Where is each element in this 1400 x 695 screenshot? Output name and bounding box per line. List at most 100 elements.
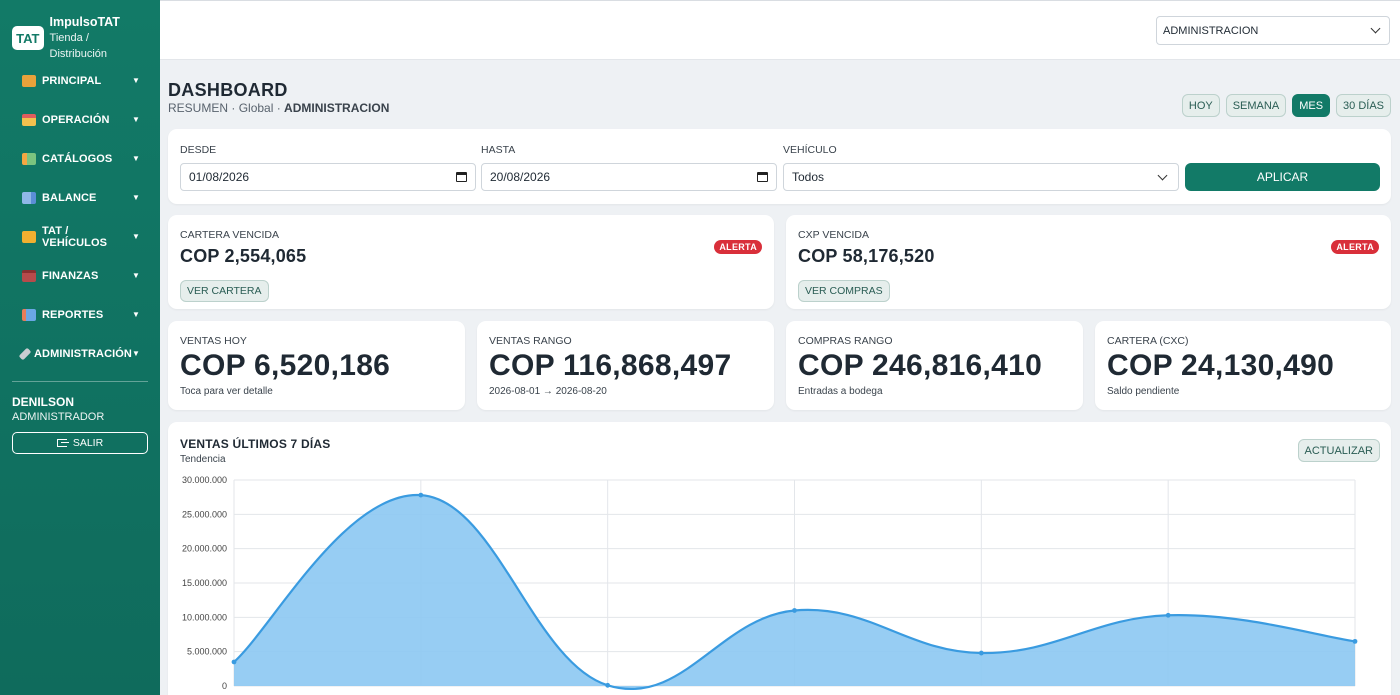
alert-value: COP 58,176,520 (798, 246, 935, 266)
sidebar-item-operacion[interactable]: OPERACIÓN ▼ (0, 100, 160, 139)
store-select-value: ADMINISTRACION (1163, 24, 1259, 37)
sales-point (1352, 638, 1358, 644)
truck-icon (22, 230, 36, 243)
calendar-icon[interactable] (757, 172, 768, 182)
caret-down-icon: ▼ (131, 310, 140, 319)
alert-badge: ALERTA (1331, 240, 1379, 254)
ver-compras-button[interactable]: VER COMPRAS (798, 280, 890, 302)
alert-title: CXP VENCIDA (798, 229, 869, 241)
sidebar-item-reportes[interactable]: REPORTES ▼ (0, 295, 160, 334)
logout-button[interactable]: SALIR (12, 432, 148, 454)
brand-name: ImpulsoTAT (49, 14, 120, 29)
apply-button[interactable]: APLICAR (1185, 163, 1380, 191)
y-tick-label: 10.000.000 (182, 612, 227, 622)
report-icon (22, 308, 36, 321)
vehiculo-select-value: Todos (792, 170, 825, 184)
vehiculo-select[interactable]: Todos (783, 163, 1179, 191)
kpi-title: VENTAS RANGO (489, 335, 572, 347)
logout-label: SALIR (72, 437, 104, 449)
sales-chart: 30.000.000 25.000.000 20.000.000 15.000.000… (182, 475, 1358, 691)
y-tick-label: 30.000.000 (182, 475, 227, 485)
kpi-subtitle: 2026-08-01 → 2026-08-20 (489, 386, 607, 397)
sidebar-item-label: FINANZAS (42, 269, 99, 282)
sidebar-item-label: ADMINISTRACIÓN (34, 347, 132, 360)
store-select[interactable]: ADMINISTRACION (1156, 16, 1390, 45)
kpi-subtitle: Entradas a bodega (798, 386, 883, 397)
sidebar-item-balance[interactable]: BALANCE ▼ (0, 178, 160, 217)
filters-card: DESDE 01/08/2026 HASTA 20/08/2026 VEHÍCU… (168, 129, 1391, 204)
y-tick-label: 25.000.000 (182, 509, 227, 519)
caret-down-icon: ▼ (131, 115, 140, 124)
breadcrumb-item: Global (238, 101, 274, 115)
breadcrumb: RESUMEN · Global · ADMINISTRACION (168, 101, 390, 115)
ventas-hoy-card[interactable]: VENTAS HOY COP 6,520,186 Toca para ver d… (168, 321, 465, 410)
sales-point (978, 650, 984, 656)
sales-area (234, 494, 1355, 690)
hasta-label: HASTA (481, 144, 516, 156)
page-title: DASHBOARD (168, 80, 288, 100)
brand: TAT ImpulsoTAT Tienda / Distribución (0, 0, 160, 60)
user-panel: DENILSON ADMINISTRADOR SALIR (0, 382, 160, 454)
sidebar-item-label: REPORTES (42, 308, 104, 321)
cxp-vencida-card: CXP VENCIDA COP 58,176,520 ALERTA VER CO… (786, 215, 1391, 309)
sidebar-item-finanzas[interactable]: FINANZAS ▼ (0, 256, 160, 295)
kpi-value: COP 246,816,410 (798, 349, 1043, 382)
chevron-down-icon (1370, 23, 1381, 34)
hasta-date-input[interactable]: 20/08/2026 (481, 163, 777, 191)
brand-subtitle: Tienda / Distribución (49, 31, 108, 60)
sales-chart-card: 30.000.000 25.000.000 20.000.000 15.000.000… (168, 422, 1391, 695)
sidebar-item-label: CATÁLOGOS (42, 152, 113, 165)
range-mes-button[interactable]: MES (1292, 94, 1331, 117)
kpi-value: COP 6,520,186 (180, 349, 391, 382)
range-selector: HOY SEMANA MES 30 DÍAS (1181, 94, 1391, 117)
chevron-down-icon (1157, 170, 1168, 180)
alert-title: CARTERA VENCIDA (180, 229, 279, 241)
kpi-title: COMPRAS RANGO (798, 335, 893, 347)
cartera-cxc-card: CARTERA (CXC) COP 24,130,490 Saldo pendi… (1095, 321, 1391, 410)
range-hoy-button[interactable]: HOY (1181, 94, 1220, 117)
desde-date-input[interactable]: 01/08/2026 (180, 163, 476, 191)
logout-icon (56, 439, 69, 447)
sidebar-item-principal[interactable]: PRINCIPAL ▼ (0, 61, 160, 100)
y-tick-label: 15.000.000 (182, 578, 227, 588)
sidebar-item-catalogos[interactable]: CATÁLOGOS ▼ (0, 139, 160, 178)
sidebar-item-tat-vehiculos[interactable]: TAT / VEHÍCULOS ▼ (0, 217, 160, 256)
range-30-dias-button[interactable]: 30 DÍAS (1336, 94, 1391, 117)
alert-badge: ALERTA (714, 240, 762, 254)
user-role: ADMINISTRADOR (12, 411, 105, 423)
kpi-value: COP 116,868,497 (489, 349, 732, 382)
sidebar-item-label: TAT / VEHÍCULOS (42, 224, 108, 249)
kpi-subtitle: Saldo pendiente (1107, 386, 1180, 397)
cash-register-icon (22, 113, 36, 126)
sidebar-item-label: OPERACIÓN (42, 113, 110, 126)
desde-label: DESDE (180, 144, 217, 156)
sales-point (605, 682, 611, 688)
sales-point (792, 608, 797, 613)
sidebar-divider (12, 381, 148, 382)
top-bar: ADMINISTRACION (160, 0, 1400, 60)
vehiculo-label: VEHÍCULO (783, 144, 837, 156)
sidebar-item-administracion[interactable]: ADMINISTRACIÓN ▼ (0, 334, 160, 373)
chart-icon (22, 191, 36, 204)
desde-date-value: 01/08/2026 (189, 170, 250, 184)
sidebar: TAT ImpulsoTAT Tienda / Distribución PRI… (0, 0, 160, 695)
breadcrumb-item: RESUMEN (168, 101, 229, 115)
tools-icon (18, 347, 32, 360)
refresh-button[interactable]: ACTUALIZAR (1297, 439, 1380, 462)
sidebar-item-label: BALANCE (42, 191, 97, 204)
caret-down-icon: ▼ (131, 271, 140, 280)
user-name: DENILSON (12, 395, 75, 409)
hasta-date-value: 20/08/2026 (490, 170, 551, 184)
calendar-icon[interactable] (456, 172, 467, 182)
ventas-rango-card: VENTAS RANGO COP 116,868,497 2026-08-01 … (477, 321, 774, 410)
compras-rango-card: COMPRAS RANGO COP 246,816,410 Entradas a… (786, 321, 1083, 410)
caret-down-icon: ▼ (131, 76, 140, 85)
ver-cartera-button[interactable]: VER CARTERA (180, 280, 269, 302)
y-tick-label: 20.000.000 (182, 544, 227, 554)
cartera-vencida-card: CARTERA VENCIDA COP 2,554,065 ALERTA VER… (168, 215, 774, 309)
sales-point (1165, 612, 1171, 618)
sidebar-item-label: PRINCIPAL (42, 74, 102, 87)
books-icon (22, 152, 36, 165)
range-semana-button[interactable]: SEMANA (1225, 94, 1287, 117)
chart-subtitle: Tendencia (180, 454, 226, 465)
